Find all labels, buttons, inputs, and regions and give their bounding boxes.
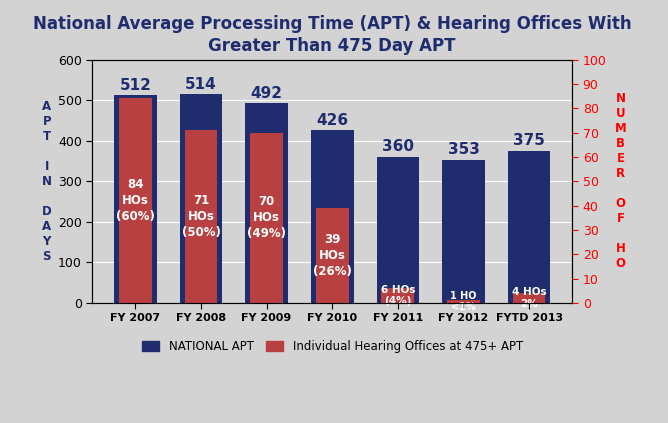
Text: 492: 492: [250, 86, 283, 101]
Text: 4 HOs
2%: 4 HOs 2%: [512, 287, 546, 309]
Text: 512: 512: [120, 78, 152, 93]
Bar: [114, 95, 157, 303]
Text: 39
HOs
(26%): 39 HOs (26%): [313, 233, 351, 278]
Y-axis label: A
P
T

I
N

D
A
Y
S: A P T I N D A Y S: [41, 100, 51, 263]
Bar: [442, 160, 485, 303]
Text: 375: 375: [513, 133, 545, 148]
Bar: [180, 94, 222, 303]
Text: 426: 426: [316, 113, 348, 128]
Text: 514: 514: [185, 77, 217, 92]
Legend: NATIONAL APT, Individual Hearing Offices at 475+ APT: NATIONAL APT, Individual Hearing Offices…: [137, 335, 528, 358]
Text: 84
HOs
(60%): 84 HOs (60%): [116, 178, 155, 223]
Bar: [316, 208, 349, 303]
Bar: [184, 130, 217, 303]
Y-axis label: N
U
M
B
E
R

O
F

H
O: N U M B E R O F H O: [615, 92, 627, 270]
Bar: [508, 151, 550, 303]
Bar: [250, 132, 283, 303]
Bar: [381, 288, 414, 303]
Bar: [377, 157, 420, 303]
Bar: [311, 130, 353, 303]
Bar: [447, 300, 480, 303]
Bar: [119, 99, 152, 303]
Text: 1 HO
<1%: 1 HO <1%: [450, 291, 477, 312]
Text: 6 HOs
(4%): 6 HOs (4%): [381, 285, 415, 306]
Text: 360: 360: [382, 140, 414, 154]
Title: National Average Processing Time (APT) & Hearing Offices With
Greater Than 475 D: National Average Processing Time (APT) &…: [33, 15, 631, 55]
Text: 353: 353: [448, 142, 480, 157]
Text: 71
HOs
(50%): 71 HOs (50%): [182, 194, 220, 239]
Text: 70
HOs
(49%): 70 HOs (49%): [247, 195, 286, 240]
Bar: [512, 293, 546, 303]
Bar: [245, 103, 288, 303]
